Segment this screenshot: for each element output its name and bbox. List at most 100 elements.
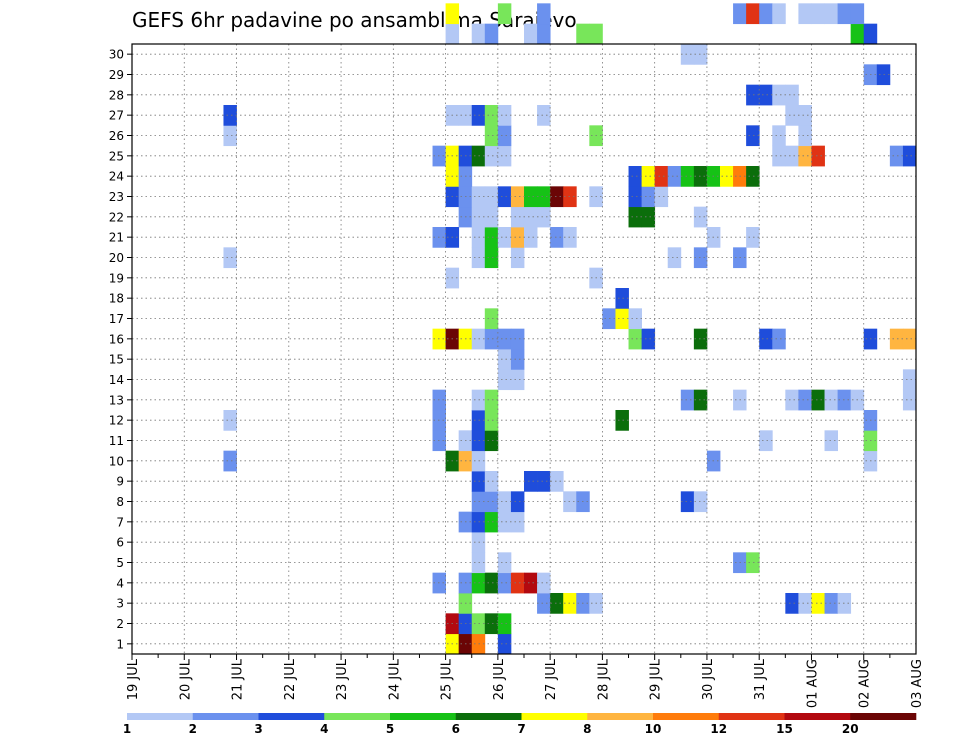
legend-label: 12 xyxy=(710,722,727,736)
heatmap-cell xyxy=(510,206,525,228)
heatmap-cell xyxy=(484,125,499,147)
heatmap-cell xyxy=(484,186,499,208)
heatmap-cell xyxy=(497,491,512,513)
x-tick-label: 21 JUL xyxy=(231,658,246,700)
y-tick-label: 8 xyxy=(116,495,124,509)
heatmap-cell xyxy=(484,410,499,431)
heatmap-cell xyxy=(524,471,538,492)
heatmap-cell xyxy=(615,410,629,431)
heatmap-cell xyxy=(524,572,538,594)
heatmap-cell xyxy=(484,511,499,533)
heatmap-cell xyxy=(510,369,525,391)
heatmap-cell xyxy=(497,105,512,126)
heatmap-cell xyxy=(641,166,656,187)
heatmap-cell xyxy=(680,491,695,513)
y-tick-label: 16 xyxy=(109,332,124,346)
heatmap-cell xyxy=(550,227,564,248)
legend-label: 7 xyxy=(517,722,525,736)
heatmap-cell xyxy=(811,593,825,614)
heatmap-cell xyxy=(654,186,669,208)
heatmap-cell xyxy=(497,145,512,167)
y-tick-label: 26 xyxy=(109,129,124,143)
legend-label: 1 xyxy=(123,722,131,736)
heatmap-cell xyxy=(471,471,486,492)
heatmap-cell xyxy=(471,430,486,452)
heatmap-cell xyxy=(497,572,512,594)
heatmap-cell xyxy=(445,3,460,25)
heatmap-cell xyxy=(471,389,486,411)
heatmap-cell xyxy=(471,328,486,350)
heatmap-cell xyxy=(537,206,551,228)
y-tick-label: 17 xyxy=(109,312,124,326)
legend-label: 10 xyxy=(645,722,662,736)
heatmap-cell xyxy=(510,511,525,533)
heatmap-cell xyxy=(471,633,486,655)
heatmap-cell xyxy=(693,206,708,228)
heatmap-cell xyxy=(471,511,486,533)
heatmap-cell xyxy=(484,613,499,635)
heatmap-cell xyxy=(471,410,486,431)
heatmap-cell xyxy=(654,166,669,187)
heatmap-cell xyxy=(746,84,760,106)
x-tick-label: 01 AUG xyxy=(805,659,820,708)
heatmap-cell xyxy=(223,450,237,472)
heatmap-cell xyxy=(785,105,799,126)
heatmap-cell xyxy=(510,227,525,248)
heatmap-cell xyxy=(576,23,590,45)
heatmap-cell xyxy=(628,206,642,228)
heatmap-cell xyxy=(223,247,237,269)
y-tick-label: 30 xyxy=(109,48,124,62)
heatmap-cell xyxy=(537,572,551,594)
heatmap-cell xyxy=(824,593,838,614)
heatmap-cell xyxy=(693,247,708,269)
heatmap-cell xyxy=(772,125,786,147)
heatmap-cell xyxy=(798,593,812,614)
heatmap-cell xyxy=(471,227,486,248)
x-tick-label: 02 AUG xyxy=(858,659,873,708)
y-tick-label: 9 xyxy=(116,475,124,489)
heatmap-cell xyxy=(484,430,499,452)
heatmap-cell xyxy=(497,3,512,25)
color-legend: 1 2 3 4 5 6 7 8 10 12 15 20 xyxy=(123,713,917,736)
legend-label: 4 xyxy=(320,722,328,736)
heatmap-cell xyxy=(902,389,917,411)
heatmap-cell xyxy=(510,491,525,513)
heatmap-cell xyxy=(889,145,904,167)
heatmap-cell xyxy=(824,3,838,25)
heatmap-cell xyxy=(471,23,486,45)
heatmap-cell xyxy=(223,410,237,431)
heatmap-cell xyxy=(889,328,904,350)
y-tick-label: 3 xyxy=(116,597,124,611)
legend-label: 6 xyxy=(452,722,460,736)
heatmap-cell xyxy=(497,552,512,574)
heatmap-cell xyxy=(484,206,499,228)
heatmap-cell xyxy=(471,186,486,208)
y-tick-label: 21 xyxy=(109,231,124,245)
heatmap-cell xyxy=(798,3,812,25)
heatmap-cell xyxy=(497,511,512,533)
x-tick-label: 23 JUL xyxy=(335,658,350,700)
x-tick-label: 19 JUL xyxy=(126,658,141,700)
heatmap-cell xyxy=(641,186,656,208)
heatmap-cell xyxy=(537,186,551,208)
heatmap-cell xyxy=(902,369,917,391)
heatmap-cell xyxy=(524,186,538,208)
heatmap-cell xyxy=(772,145,786,167)
heatmap-cell xyxy=(693,328,708,350)
heatmap-cell xyxy=(497,328,512,350)
heatmap-cell xyxy=(811,145,825,167)
heatmap-cell xyxy=(628,186,642,208)
heatmap-cell xyxy=(680,44,695,65)
heatmap-cell xyxy=(811,389,825,411)
y-tick-label: 28 xyxy=(109,88,124,102)
heatmap-cell xyxy=(850,23,865,45)
heatmap-cell xyxy=(628,308,642,330)
heatmap-cell xyxy=(667,247,682,269)
legend-swatch xyxy=(521,713,588,720)
heatmap-cell xyxy=(537,471,551,492)
legend-swatch xyxy=(850,713,917,720)
x-axis: 19 JUL 20 JUL 21 JUL 22 JUL 23 JUL 24 JUL 25 J… xyxy=(126,654,925,708)
heatmap-cell xyxy=(785,389,799,411)
heatmap-cell xyxy=(746,125,760,147)
y-tick-label: 18 xyxy=(109,292,124,306)
